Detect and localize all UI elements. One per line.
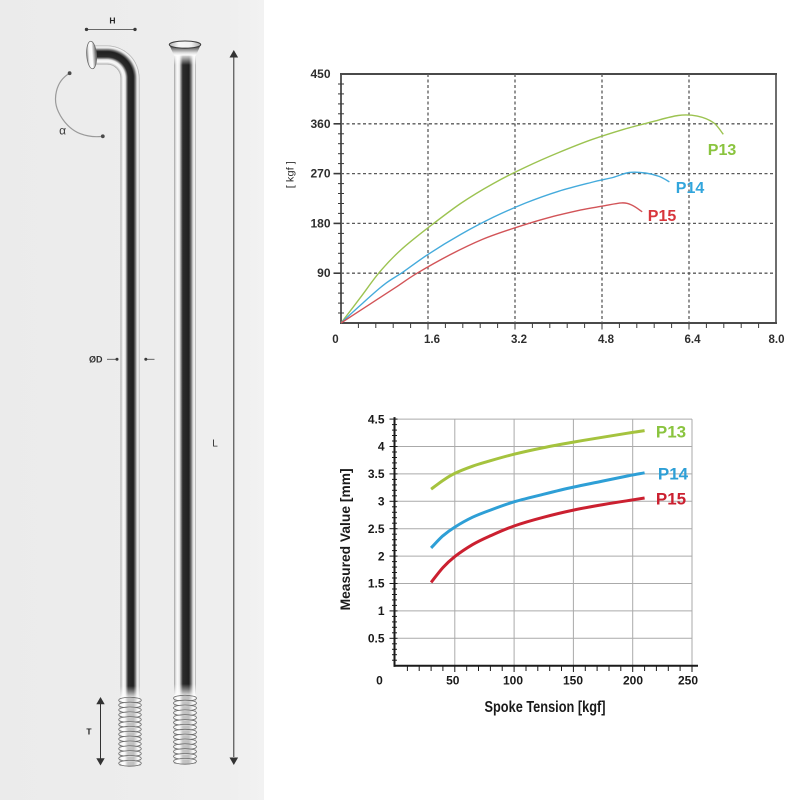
svg-text:P13: P13 (708, 142, 737, 159)
svg-text:360: 360 (310, 117, 330, 131)
svg-text:100: 100 (503, 674, 523, 688)
svg-text:α: α (59, 124, 66, 138)
svg-text:P14: P14 (676, 180, 705, 197)
svg-text:Measured Value [mm]: Measured Value [mm] (337, 468, 353, 610)
svg-text:0: 0 (376, 674, 383, 688)
svg-text:Spoke Tension [kgf]: Spoke Tension [kgf] (485, 699, 606, 716)
svg-text:1.5: 1.5 (368, 577, 385, 591)
svg-text:150: 150 (563, 674, 583, 688)
svg-text:90: 90 (317, 266, 331, 280)
svg-text:1.6: 1.6 (424, 334, 440, 346)
svg-text:8.0: 8.0 (769, 334, 785, 346)
svg-text:P13: P13 (656, 423, 686, 442)
svg-text:0.5: 0.5 (368, 632, 385, 646)
svg-text:270: 270 (310, 167, 330, 181)
svg-text:450: 450 (310, 67, 330, 81)
svg-text:2.5: 2.5 (368, 522, 385, 536)
svg-text:2: 2 (378, 549, 385, 563)
svg-text:3.2: 3.2 (511, 334, 527, 346)
svg-text:6.4: 6.4 (685, 334, 702, 346)
svg-text:3: 3 (378, 495, 385, 509)
svg-text:P15: P15 (648, 208, 677, 225)
svg-text:4: 4 (378, 440, 385, 454)
svg-text:H: H (109, 16, 115, 26)
svg-text:1: 1 (378, 604, 385, 618)
svg-text:200: 200 (623, 674, 643, 688)
svg-text:[ kgf ]: [ kgf ] (285, 161, 297, 188)
svg-text:P14: P14 (658, 465, 689, 484)
svg-text:ØD: ØD (89, 355, 103, 365)
svg-text:180: 180 (310, 216, 330, 230)
svg-text:50: 50 (446, 674, 460, 688)
svg-text:L: L (212, 439, 218, 450)
svg-text:P15: P15 (656, 490, 686, 509)
svg-text:T: T (86, 727, 92, 737)
svg-text:4.8: 4.8 (598, 334, 615, 346)
svg-text:250: 250 (678, 674, 698, 688)
svg-text:3.5: 3.5 (368, 467, 385, 481)
svg-text:4.5: 4.5 (368, 412, 385, 426)
svg-text:0: 0 (332, 334, 338, 346)
